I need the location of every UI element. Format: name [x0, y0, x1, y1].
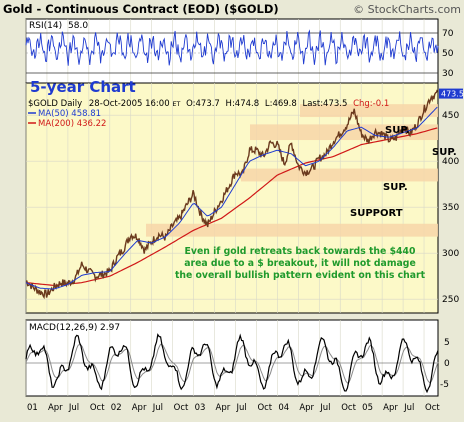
chart-title: Gold - Continuous Contract (EOD) ($GOLD): [3, 2, 279, 16]
ma50-line: [25, 106, 438, 290]
rsi-panel: [25, 18, 439, 84]
info-chg: Chg:-0.1: [353, 99, 389, 109]
last-price-tag: 473.5: [439, 88, 464, 99]
x-tick-label: Jul: [319, 403, 330, 413]
x-tick-label: 01: [27, 403, 38, 413]
x-tick-label: Oct: [90, 403, 105, 413]
x-tick-label: 04: [278, 403, 289, 413]
x-tick-label: Apr: [216, 403, 231, 413]
x-tick-label: Apr: [299, 403, 314, 413]
annotation-line-2: area due to a $ breakout, it will not da…: [184, 258, 416, 269]
info-open: O:473.7: [186, 99, 220, 109]
price-tick-400: 400: [442, 157, 459, 167]
ma200-legend-label: MA(200) 436.22: [38, 119, 106, 129]
x-tick-label: 05: [362, 403, 373, 413]
x-tick-label: Apr: [132, 403, 147, 413]
macd-tick-5: 5: [444, 338, 450, 348]
x-tick-label: Oct: [425, 403, 440, 413]
price-info-line: $GOLD Daily 28-Oct-2005 16:00 ET O:473.7…: [28, 99, 389, 109]
price-tick-300: 300: [442, 249, 459, 259]
x-tick-label: Oct: [174, 403, 189, 413]
annotation-line-3: the overall bullish pattern evident on t…: [175, 270, 426, 281]
x-axis: 01 Apr Jul Oct 02 Apr Jul Oct 03 Apr Jul Oct 04 Apr Ju…: [27, 403, 440, 413]
info-date: 28-Oct-2005 16:00: [89, 99, 170, 109]
x-tick-label: Jul: [403, 403, 414, 413]
zone-label-1: SUP.: [385, 125, 410, 136]
rsi-tick-70: 70: [442, 29, 454, 39]
support-zone: [300, 104, 438, 118]
last-price-value: 473.5: [441, 90, 464, 99]
price-tick-450: 450: [442, 111, 459, 121]
x-tick-label: Oct: [341, 403, 356, 413]
zone-label-2: SUP.: [432, 147, 457, 158]
support-zone: [146, 223, 438, 237]
rsi-tick-30: 30: [442, 69, 454, 79]
macd-tick-0: 0: [444, 359, 450, 369]
rsi-value: 58.0: [68, 21, 88, 31]
x-tick-label: Apr: [383, 403, 398, 413]
watermark: © StockCharts.com: [353, 3, 461, 16]
ma50-legend-label: MA(50) 458.81: [38, 109, 101, 119]
rsi-line: [25, 29, 439, 66]
rsi-label: RSI(14): [29, 21, 62, 31]
info-high: H:474.8: [226, 99, 260, 109]
x-tick-label: Jul: [68, 403, 79, 413]
x-tick-label: Jul: [152, 403, 163, 413]
x-tick-label: 02: [111, 403, 122, 413]
five-year-banner: 5-year Chart: [30, 78, 136, 96]
zone-label-3: SUP.: [383, 182, 408, 193]
macd-line: [25, 333, 439, 394]
info-last: Last:473.5: [302, 99, 347, 109]
price-line: [25, 89, 438, 300]
x-tick-label: Jul: [235, 403, 246, 413]
annotation-line-1: Even if gold retreats back towards the $…: [185, 246, 416, 257]
x-tick-label: Oct: [257, 403, 272, 413]
info-low: L:469.8: [265, 99, 297, 109]
info-et: ET: [172, 100, 180, 108]
macd-tick-neg5: -5: [440, 380, 449, 390]
price-tick-350: 350: [442, 203, 459, 213]
price-tick-250: 250: [442, 295, 459, 305]
price-grid: [25, 83, 438, 313]
rsi-tick-50: 50: [442, 49, 454, 59]
support-zone: [241, 168, 438, 182]
zone-label-4: SUPPORT: [350, 208, 403, 219]
x-tick-label: 03: [195, 403, 206, 413]
macd-value: 2.97: [100, 323, 120, 333]
x-tick-label: Apr: [48, 403, 63, 413]
macd-panel: [25, 319, 439, 397]
macd-label: MACD(12,26,9): [29, 323, 97, 333]
info-symbol: $GOLD Daily: [28, 99, 82, 109]
price-y-axis: 450 400 350 300 250: [442, 111, 459, 305]
